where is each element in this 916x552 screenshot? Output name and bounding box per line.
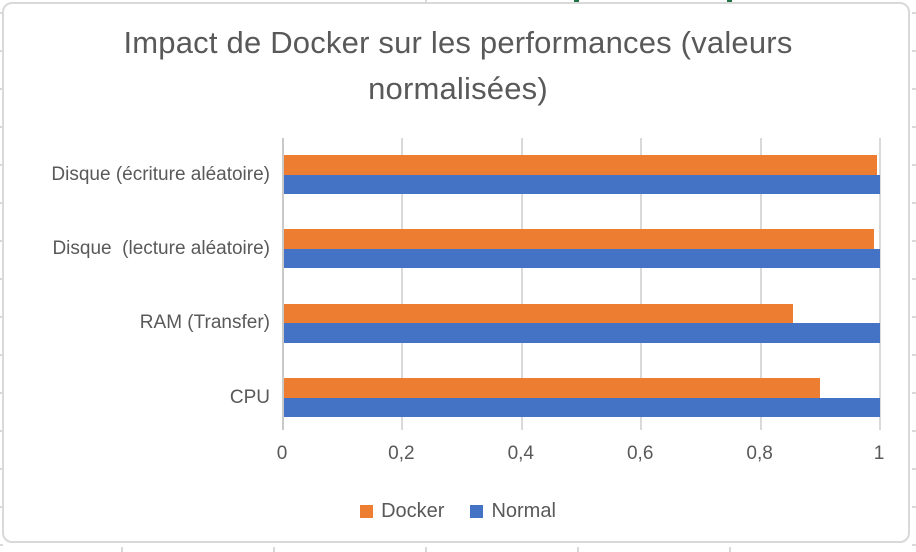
sheet-row-tick-right <box>912 50 916 52</box>
sheet-row-tick-right <box>912 12 916 14</box>
sheet-row-tick-right <box>912 506 916 508</box>
bar-normal-ram-transfer <box>284 323 880 343</box>
category-label-cpu: CPU <box>229 386 270 408</box>
bar-docker-disque-ecriture-aleatoire <box>284 155 877 175</box>
gridline-1 <box>879 138 881 430</box>
sheet-row-tick-left <box>0 164 3 166</box>
sheet-row-tick-right <box>912 240 916 242</box>
category-label-disque-lecture-aleatoire: Disque (lecture aléatoire) <box>52 237 270 259</box>
sheet-column-tick-bottom <box>729 547 731 552</box>
sheet-row-tick-right <box>912 430 916 432</box>
gridline-0,2 <box>401 138 404 430</box>
x-tick-label-1: 1 <box>873 443 885 464</box>
sheet-row-tick-left <box>0 506 3 508</box>
sheet-row-tick-right <box>912 278 916 280</box>
sheet-row-tick-right <box>912 164 916 166</box>
x-tick-label-0: 0 <box>276 443 288 464</box>
legend-swatch-normal <box>470 504 484 518</box>
sheet-row-tick-left <box>0 126 3 128</box>
sheet-row-tick-left <box>0 392 3 394</box>
bar-normal-disque-lecture-aleatoire <box>284 248 880 269</box>
legend-label-docker: Docker <box>381 499 445 522</box>
sheet-row-tick-left <box>0 316 3 318</box>
bar-docker-cpu <box>284 378 820 398</box>
bar-normal-cpu <box>284 397 880 417</box>
sheet-row-tick-right <box>912 354 916 356</box>
x-tick-label-0,6: 0,6 <box>626 443 654 464</box>
gridline-0,4 <box>520 138 523 430</box>
sheet-column-tick-bottom <box>121 547 123 552</box>
sheet-row-tick-left <box>0 240 3 242</box>
legend-item-docker: Docker <box>360 500 444 523</box>
sheet-row-tick-right <box>912 392 916 394</box>
sheet-row-tick-right <box>912 468 916 470</box>
legend: Docker Normal <box>0 497 916 525</box>
chart-frame <box>2 2 910 543</box>
legend-item-normal: Normal <box>470 499 556 523</box>
sheet-row-tick-right <box>912 126 916 128</box>
sheet-row-tick-left <box>0 278 3 280</box>
sheet-row-tick-left <box>0 88 3 90</box>
chart-title-line-2: normalisées) <box>368 71 548 106</box>
category-label-ram-transfer: RAM (Transfer) <box>139 312 270 334</box>
bar-docker-ram-transfer <box>284 303 794 324</box>
sheet-row-tick-right <box>912 316 916 318</box>
x-tick-label-0,2: 0,2 <box>388 443 415 464</box>
sheet-green-mark-top <box>574 0 579 2</box>
sheet-row-tick-right <box>912 202 916 204</box>
category-label-disque-ecriture-aleatoire: Disque (écriture aléatoire) <box>51 163 270 185</box>
sheet-column-tick-bottom <box>577 547 579 552</box>
x-tick-label-0,4: 0,4 <box>507 443 534 464</box>
sheet-row-tick-left <box>0 12 3 14</box>
sheet-column-tick-bottom <box>273 547 275 552</box>
legend-label-normal: Normal <box>491 499 556 522</box>
sheet-row-tick-left <box>0 50 3 52</box>
sheet-row-tick-left <box>0 354 3 356</box>
sheet-row-tick-left <box>0 430 3 432</box>
chart-title-line-1: Impact de Docker sur les performances (v… <box>123 25 793 60</box>
gridline-0,6 <box>640 138 643 430</box>
x-tick-label-0,8: 0,8 <box>746 443 773 464</box>
sheet-row-tick-right <box>912 88 916 90</box>
sheet-row-tick-left <box>0 544 3 546</box>
sheet-column-tick-top <box>425 0 427 3</box>
sheet-row-tick-left <box>0 468 3 470</box>
sheet-row-tick-right <box>912 544 916 546</box>
sheet-column-tick-bottom <box>425 547 427 552</box>
gridline-0,8 <box>759 138 762 430</box>
chart-title: Impact de Docker sur les performances (v… <box>0 20 916 112</box>
legend-swatch-docker <box>360 504 374 518</box>
sheet-green-mark-top <box>727 0 732 2</box>
bar-docker-disque-lecture-aleatoire <box>284 229 874 249</box>
bar-normal-disque-ecriture-aleatoire <box>284 174 880 194</box>
value-axis-line <box>282 138 284 430</box>
sheet-row-tick-left <box>0 202 3 204</box>
